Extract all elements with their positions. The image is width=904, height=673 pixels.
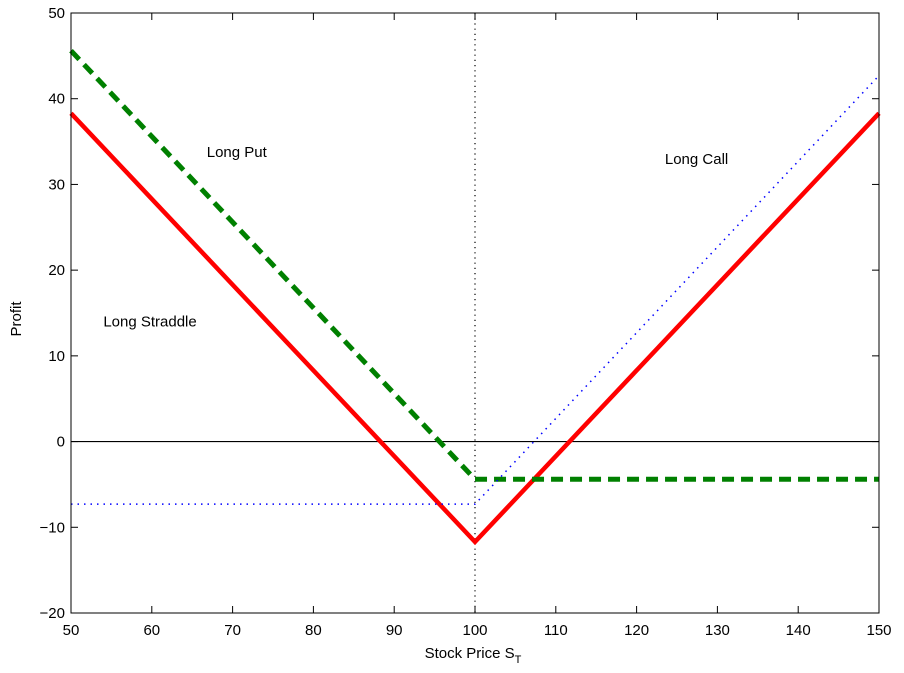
annotation-long-call: Long Call <box>665 151 728 168</box>
x-tick-label: 130 <box>705 622 730 639</box>
x-tick-label: 80 <box>305 622 322 639</box>
y-tick-label: 20 <box>48 262 65 279</box>
x-tick-label: 70 <box>224 622 241 639</box>
x-tick-label: 120 <box>624 622 649 639</box>
series-long-call-line <box>71 75 880 505</box>
x-tick-label: 150 <box>866 622 891 639</box>
annotation-long-straddle: Long Straddle <box>103 314 196 331</box>
x-tick-label: 50 <box>63 622 80 639</box>
y-tick-label: 10 <box>48 348 65 365</box>
x-tick-label: 140 <box>786 622 811 639</box>
y-tick-label: −20 <box>40 605 65 622</box>
y-tick-label: 50 <box>48 5 65 22</box>
series-long-straddle-line <box>69 111 881 546</box>
labels-layer: 50 60 70 80 90 100 110 120 130 140 150 −20 −10 0 10 20 3… <box>40 5 892 639</box>
annotation-long-put: Long Put <box>207 144 268 161</box>
x-tick-label: 60 <box>143 622 160 639</box>
y-tick-label: 30 <box>48 176 65 193</box>
x-tick-label: 110 <box>544 622 568 639</box>
y-axis-label: Profit <box>8 301 25 337</box>
y-tick-label: 0 <box>57 434 65 451</box>
y-tick-label: −10 <box>40 519 65 536</box>
ticks-layer <box>70 12 880 614</box>
y-tick-label: 40 <box>48 91 65 108</box>
x-tick-label: 90 <box>386 622 403 639</box>
x-axis-label: Stock Price ST <box>425 645 522 666</box>
series-long-put-line <box>69 48 879 482</box>
x-tick-label: 100 <box>462 622 487 639</box>
series-layer <box>69 13 881 613</box>
